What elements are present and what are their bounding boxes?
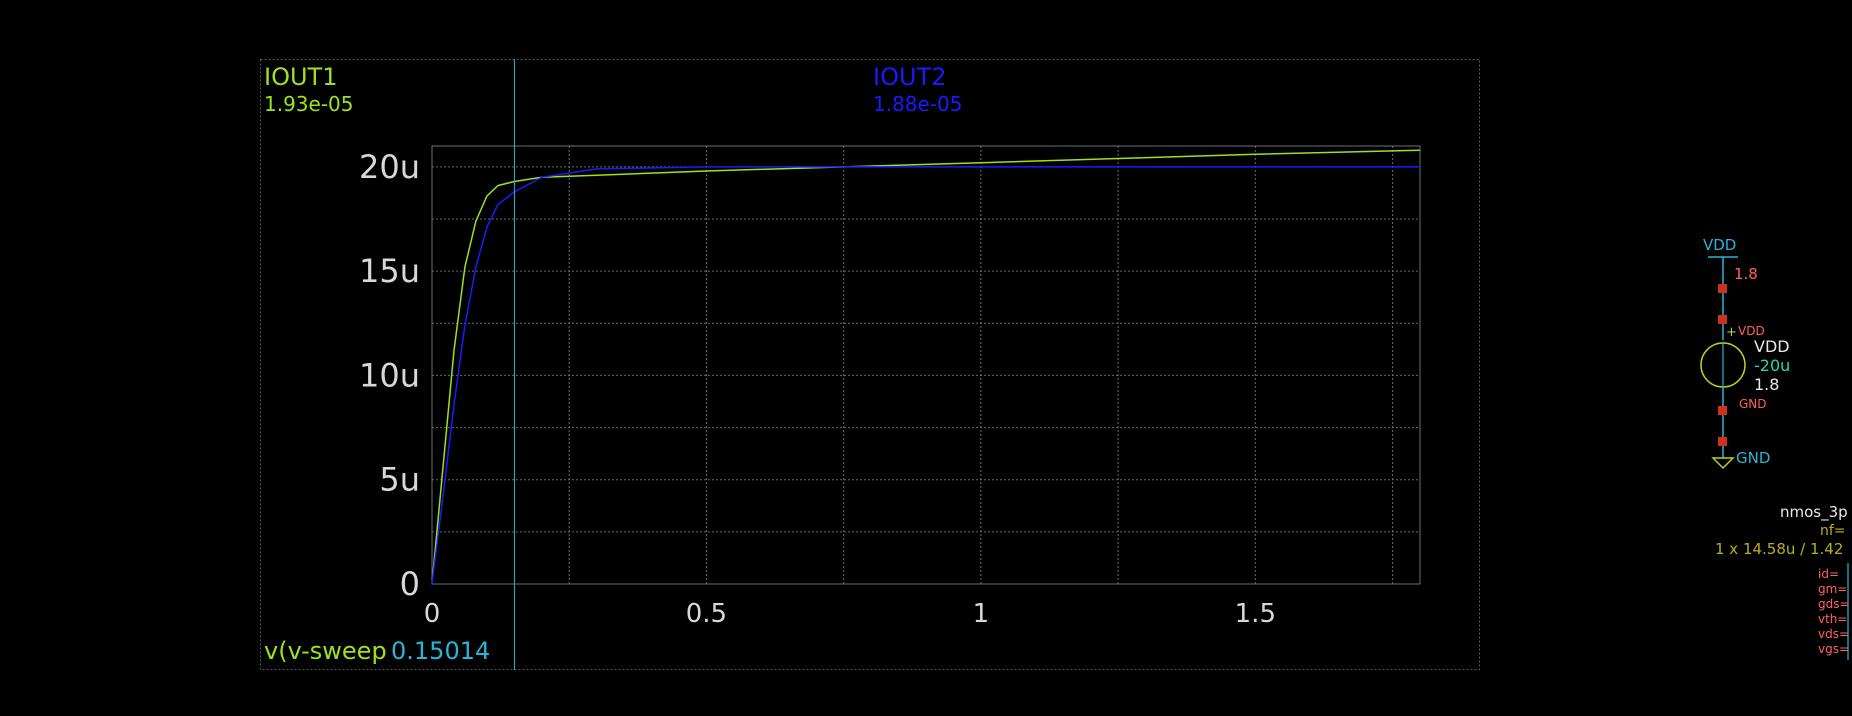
trace2-name[interactable]: IOUT2 xyxy=(873,63,946,91)
y-tick-label: 0 xyxy=(400,565,420,603)
device-nf: nf= xyxy=(1820,523,1846,539)
device-size: 1 x 14.58u / 1.42 xyxy=(1715,540,1843,558)
x-tick-label: 0 xyxy=(424,599,441,629)
device-param: vds= xyxy=(1818,627,1849,641)
pin-square xyxy=(1718,284,1727,293)
vdd-node-value: 1.8 xyxy=(1734,265,1758,283)
device-param: gds= xyxy=(1818,597,1850,611)
graph-frame xyxy=(260,59,1480,670)
trace1-name[interactable]: IOUT1 xyxy=(264,63,337,91)
vdd-net-label[interactable]: VDD xyxy=(1703,236,1736,254)
x-tick-label: 1.5 xyxy=(1235,599,1276,629)
pin-square xyxy=(1718,437,1727,446)
y-tick-label: 10u xyxy=(359,356,420,394)
x-tick-label: 0.5 xyxy=(686,599,727,629)
ground-symbol xyxy=(1711,457,1735,470)
cursor-value: 0.15014 xyxy=(391,637,490,665)
device-param: vgs= xyxy=(1818,642,1849,656)
y-tick-labels: 0 5u 10u 15u 20u xyxy=(359,148,420,603)
plot-grid xyxy=(431,145,1421,585)
device-params: id=gm=gds=vth=vds=vgs= xyxy=(1818,567,1850,656)
y-tick-label: 5u xyxy=(379,461,420,499)
y-tick-label: 20u xyxy=(359,148,420,186)
device-param: gm= xyxy=(1818,582,1847,596)
trace2-value: 1.88e-05 xyxy=(873,92,963,116)
plot-series xyxy=(431,149,1421,585)
pin-square xyxy=(1718,406,1727,415)
pin-square xyxy=(1718,315,1727,324)
source-current: -20u xyxy=(1754,356,1790,375)
source-vdd-pin: VDD xyxy=(1738,324,1765,338)
source-gnd-pin: GND xyxy=(1739,397,1767,411)
source-name: VDD xyxy=(1754,337,1790,356)
series-line-iout1[interactable] xyxy=(431,149,1421,585)
device-param: vth= xyxy=(1818,612,1847,626)
device-param: id= xyxy=(1818,567,1839,581)
schematic: VDD 1.8 + VDD VDD -20u 1.8 GND GND nmos_… xyxy=(1700,236,1850,660)
plot-area-border xyxy=(431,145,1421,585)
x-axis-label: v(v-sweep) xyxy=(264,637,396,665)
cursor-value-bg xyxy=(389,633,511,665)
gnd-net-label[interactable]: GND xyxy=(1736,449,1770,467)
x-tick-label: 1 xyxy=(973,599,990,629)
y-tick-label: 15u xyxy=(359,252,420,290)
source-voltage: 1.8 xyxy=(1754,375,1779,394)
trace1-value: 1.93e-05 xyxy=(264,92,354,116)
source-plus-pin: + xyxy=(1726,325,1737,340)
x-tick-labels: 0 0.5 1 1.5 xyxy=(424,599,1276,629)
device-name[interactable]: nmos_3p xyxy=(1780,503,1848,522)
